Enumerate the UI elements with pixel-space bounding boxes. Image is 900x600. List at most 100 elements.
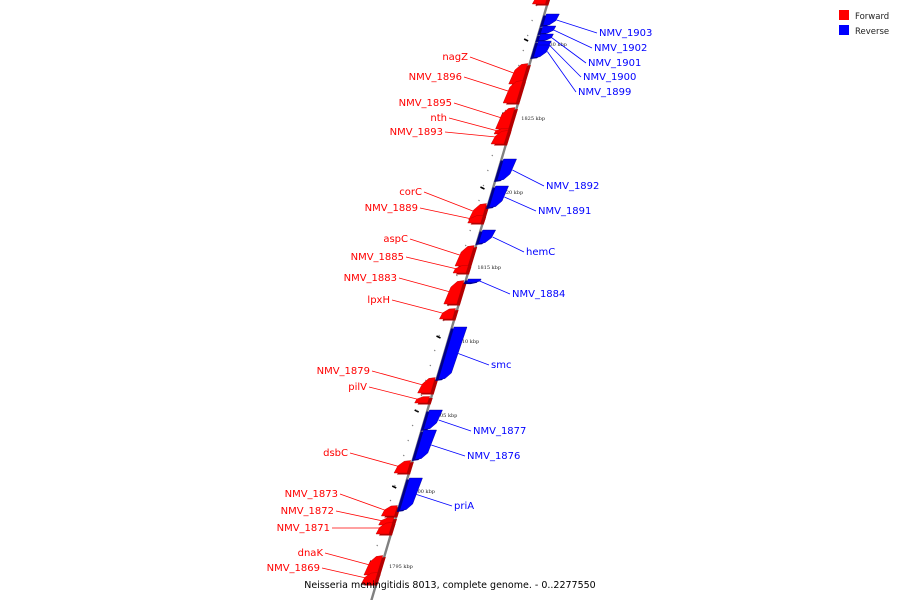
tick-label: 1805 kbp [434,413,458,419]
gene-leader-line [504,196,537,212]
minor-tick [491,154,494,157]
reverse-legend-label: Reverse [855,27,889,37]
gene-leader-line [419,207,472,220]
forward-swatch [839,10,849,20]
gene-leader-line [321,567,367,579]
minor-tick [416,409,418,412]
gene-leader-line [448,117,498,132]
gene-leader-line [512,169,545,187]
minor-tick [402,454,405,457]
minor-tick [376,544,379,547]
minor-tick [464,244,467,247]
gene-label: NMV_1901 [588,58,641,69]
tick-label: 1795 kbp [389,564,413,570]
gene-leader-line [431,444,466,457]
gene-leader-line [409,238,462,256]
gene-label: nagZ [442,52,468,63]
gene-leader-line [444,131,497,138]
gene-leader-line [492,236,525,253]
gene-leader-line [416,494,453,507]
minor-tick [522,49,525,52]
minor-tick [456,274,458,277]
gene-label: NMV_1900 [583,72,636,83]
gene-label: dnaK [298,548,324,559]
gene-forward [363,555,386,577]
tick-mark [414,409,420,413]
gene-forward [502,80,526,105]
kbp-ticks: 1830 kbp 1825 kbp 1820 kbp 1815 kbp 1810 kbp… [367,4,567,577]
minor-tick [389,499,392,502]
gene-leader-line [339,493,387,511]
gene-label: NMV_1877 [473,426,526,437]
gene-label: NMV_1879 [317,366,370,377]
gene-forward [414,396,433,405]
minor-tick [487,169,489,172]
minor-tick [438,334,441,337]
gene-label: nth [430,113,447,124]
gene-leader-line [551,37,587,64]
gene-reverse [535,33,554,42]
gene-leader-line [405,256,458,270]
minor-tick [433,349,436,352]
minor-tick [531,19,533,22]
gene-label: NMV_1889 [365,203,418,214]
gene-forward [508,63,531,86]
gene-label: NMV_1893 [390,127,443,138]
gene-partial-top [531,0,551,6]
gene-reverse [537,25,557,35]
gene-leader-line [479,280,511,295]
minor-tick [526,34,529,37]
minor-tick [517,64,520,67]
tick-label: 1830 kbp [543,42,567,48]
tick-label: 1820 kbp [499,190,523,196]
gene-leader-line [547,51,577,93]
genome-caption: Neisseria meningitidis 8013, complete ge… [304,580,595,591]
minor-tick [429,364,432,367]
gene-leader-line [548,44,582,78]
minor-tick [482,184,485,187]
tick-mark [391,485,397,489]
gene-reverse [420,409,443,431]
gene-leader-line [391,299,445,314]
gene-label: NMV_1896 [409,72,462,83]
gene-reverse [475,229,497,245]
gene-label: NMV_1883 [344,273,397,284]
gene-label: NMV_1876 [467,451,520,462]
gene-label: NMV_1899 [578,87,631,98]
gene-leader-line [423,191,475,212]
gene-forward [417,377,439,395]
gene-leader-line [438,419,472,432]
gene-label: corC [399,187,422,198]
gene-label: hemC [526,247,555,258]
gene-label: smc [491,360,511,371]
gene-reverse [486,185,509,209]
gene-forward [454,245,478,268]
gene-reverse [539,13,560,27]
gene-reverse [494,158,517,182]
gene-forward [490,130,512,146]
gene-label: NMV_1885 [351,252,404,263]
gene-label: lpxH [367,295,390,306]
forward-legend-label: Forward [855,12,889,22]
gene-leader-line [335,510,383,522]
gene-leader-line [368,386,419,400]
minor-tick [420,394,423,397]
gene-label: dsbC [323,448,348,459]
gene-label: pilV [348,382,367,393]
minor-tick [407,439,410,442]
gene-label: NMV_1892 [546,181,599,192]
gene-label: NMV_1869 [267,563,320,574]
gene-label: NMV_1884 [512,289,565,300]
gene-label: aspC [383,234,408,245]
gene-leader-line [371,370,424,386]
tick-label: 1815 kbp [477,265,501,271]
gene-leader-line [453,102,502,119]
gene-label: NMV_1872 [281,506,334,517]
gene-label: NMV_1903 [599,28,652,39]
gene-leader-line [398,277,451,293]
gene-reverse [464,278,482,285]
minor-tick [394,484,396,487]
minor-tick [411,424,414,427]
